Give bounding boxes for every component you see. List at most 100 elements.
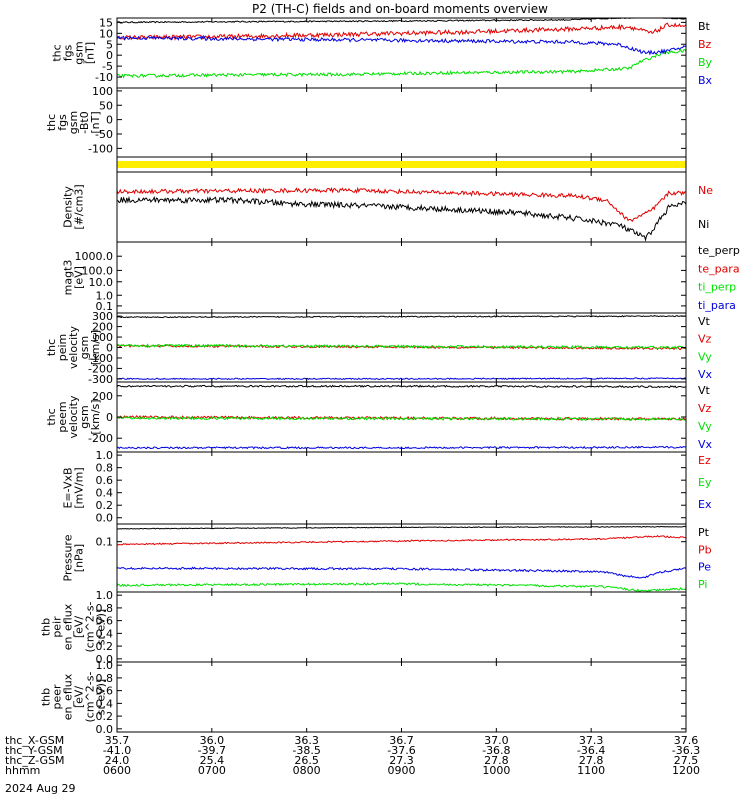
y-label: thc (45, 339, 58, 356)
legend-te_perp: te_perp (698, 244, 740, 257)
y-tick-label: 0.2 (96, 499, 114, 512)
y-label: fgs (56, 114, 69, 131)
y-tick-label: 0 (106, 114, 113, 127)
trace-Ne (116, 186, 687, 223)
x-tick-label: 27.8 (484, 754, 509, 767)
y-label: sr-eV)] (95, 609, 108, 645)
y-label: (cm^2-s- (84, 672, 97, 723)
y-tick-label: 0.4 (96, 487, 114, 500)
y-tick-label: 1.0 (96, 289, 114, 302)
y-tick-label: 1000.0 (75, 250, 114, 263)
x-tick-label: 25.4 (200, 754, 225, 767)
y-label: thc (45, 114, 58, 131)
x-tick-label: 1100 (577, 764, 605, 777)
y-label: [#/cm3] (73, 184, 86, 229)
y-tick-label: -100 (88, 142, 113, 155)
y-tick-label: 0 (106, 342, 113, 355)
y-tick-label: 100 (92, 331, 113, 344)
x-tick-label: 27.8 (579, 754, 604, 767)
y-tick-label: 0.4 (96, 697, 114, 710)
y-tick-label: -10 (95, 71, 113, 84)
y-tick-label: 0.6 (96, 685, 114, 698)
y-tick-label: -100 (88, 352, 113, 365)
legend-Pt: Pt (698, 526, 710, 539)
legend-Bx: Bx (698, 74, 713, 87)
plot-title: P2 (TH-C) fields and on-board moments ov… (252, 2, 548, 16)
y-label: [nPa] (73, 544, 86, 572)
y-label: en_eflux (62, 603, 75, 650)
y-label: -Bt0 (78, 111, 91, 133)
trace-Vt (116, 384, 687, 389)
trace-Vy (116, 415, 687, 421)
x-tick-label: 37.3 (579, 734, 604, 747)
yellow-band (117, 161, 686, 168)
legend-Vz: Vz (698, 402, 712, 415)
y-tick-label: 0 (106, 411, 113, 424)
x-tick-label: -37.6 (387, 744, 415, 757)
y-tick-label: 0 (106, 49, 113, 62)
y-label: sr-eV)] (95, 679, 108, 715)
legend-te_para: te_para (698, 262, 740, 275)
panel-frame (116, 523, 687, 593)
legend-Ni: Ni (698, 218, 709, 231)
x-tick-label: 35.7 (105, 734, 130, 747)
x-tick-label: 24.0 (105, 754, 130, 767)
y-label: gsm (67, 111, 80, 134)
x-tick-label: -41.0 (103, 744, 131, 757)
x-tick-label: -36.3 (672, 744, 700, 757)
legend-Ez: Ez (698, 454, 711, 467)
y-label: thc (51, 44, 64, 61)
y-tick-label: 0.0 (96, 723, 114, 736)
legend-Vy: Vy (698, 350, 712, 363)
y-label: peem (56, 401, 69, 432)
x-row-label: thc_Z-GSM (5, 754, 65, 767)
x-tick-label: 0800 (293, 764, 321, 777)
y-label: gsm (78, 405, 91, 428)
y-label: velocity (67, 395, 80, 438)
y-tick-label: -200 (88, 362, 113, 375)
legend-Vz: Vz (698, 333, 712, 346)
y-label: peer (51, 684, 64, 710)
y-tick-label: 100 (92, 85, 113, 98)
trace-Vy (116, 343, 687, 350)
trace-Bz (116, 22, 687, 42)
y-label: (cm^2-s- (84, 602, 97, 653)
panel-7: 1.00.80.60.40.20.0 E=-VxB[mV/m] Ez Ey Ex (62, 449, 712, 525)
y-tick-label: 50 (99, 99, 113, 112)
x-tick-label: 36.3 (294, 734, 319, 747)
y-tick-label: 0.8 (96, 462, 114, 475)
trace-Ni (117, 195, 687, 242)
panel-frame (116, 661, 687, 733)
y-tick-label: 1.0 (96, 589, 114, 602)
legend-Ex: Ex (698, 498, 712, 511)
y-tick-label: 0.8 (96, 672, 114, 685)
legend-Pe: Pe (698, 561, 711, 574)
trace-Pb (116, 534, 687, 546)
y-label: thb (40, 618, 53, 636)
x-tick-label: -39.7 (198, 744, 226, 757)
x-tick-label: 0600 (103, 764, 131, 777)
y-tick-label: 10.0 (89, 276, 114, 289)
y-label: E=-VxB (62, 467, 75, 508)
trace-Pe (116, 566, 687, 579)
panel-3: Density[#/cm3] Ne Ni (62, 171, 713, 243)
legend-Ey: Ey (698, 476, 712, 489)
legend-Bz: Bz (698, 38, 712, 51)
y-tick-label: 0.2 (96, 640, 114, 653)
y-label: magt3 (62, 260, 75, 296)
y-tick-label: 0.4 (96, 627, 114, 640)
y-label: Pressure (62, 534, 75, 581)
y-tick-label: 0.6 (96, 474, 114, 487)
y-tick-label: 1.0 (96, 449, 114, 462)
y-tick-label: 0.0 (96, 512, 114, 525)
y-label: [km/s] (89, 330, 102, 365)
y-tick-label: 0.0 (96, 653, 114, 666)
panel-frame (116, 241, 687, 314)
legend-ti_perp: ti_perp (698, 281, 736, 294)
y-tick-label: 1.0 (96, 659, 114, 672)
